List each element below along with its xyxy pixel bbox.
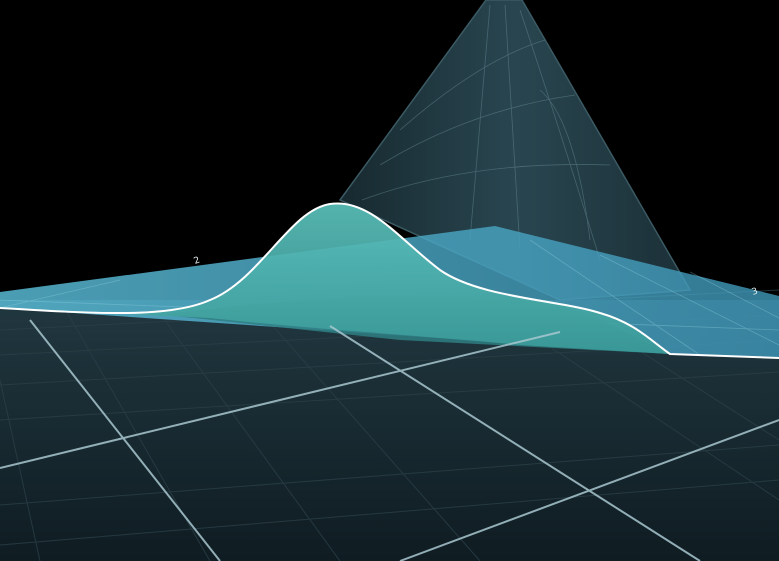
slice-curve-outline bbox=[0, 202, 779, 359]
major-grid-lines bbox=[0, 319, 779, 561]
axis-tick-left: 2 bbox=[193, 255, 202, 266]
slice-curve-fill bbox=[0, 203, 670, 354]
axis-tick-right: 3 bbox=[751, 286, 760, 297]
